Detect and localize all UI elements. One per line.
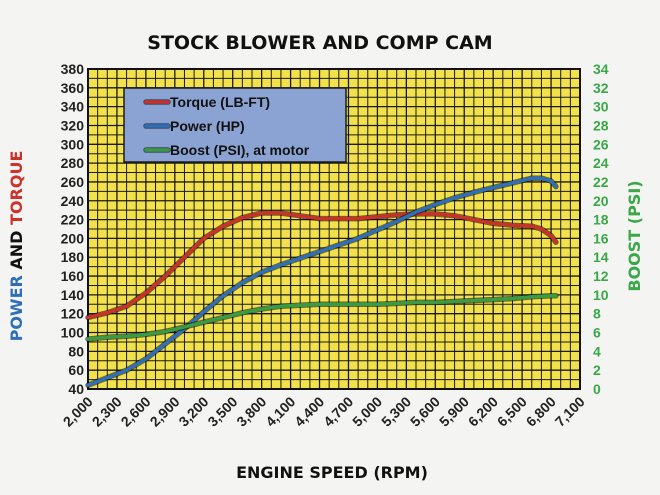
y-right-tick-label: 24	[593, 155, 609, 171]
y-left-tick-label: 60	[68, 362, 84, 378]
y-right-tick-label: 20	[593, 193, 609, 209]
y-right-tick-label: 22	[593, 174, 609, 190]
y-left-tick-label: 80	[68, 343, 84, 359]
y-left-tick-label: 380	[61, 61, 85, 77]
y-right-tick-label: 32	[593, 80, 609, 96]
x-tick-label: 6,200	[465, 393, 501, 429]
legend-label-2: Boost (PSI), at motor	[170, 142, 310, 158]
y-left-tick-label: 40	[68, 381, 84, 397]
y-right-tick-label: 30	[593, 99, 609, 115]
y-right-tick-label: 28	[593, 117, 609, 133]
y-right-tick-label: 0	[593, 381, 601, 397]
x-tick-label: 3,200	[175, 393, 211, 429]
y-left-tick-label: 240	[61, 193, 85, 209]
y-right-tick-label: 16	[593, 230, 609, 246]
x-tick-label: 5,300	[378, 393, 414, 429]
x-tick-label: 3,500	[204, 393, 240, 429]
x-tick-label: 6,500	[494, 393, 530, 429]
series-lines	[85, 175, 559, 388]
y-axis-left-label: POWER AND TORQUE	[7, 151, 26, 342]
x-tick-label: 4,700	[320, 393, 356, 429]
x-tick-label: 4,400	[291, 393, 327, 429]
x-tick-label: 5,600	[407, 393, 443, 429]
legend: Torque (LB-FT) Power (HP) Boost (PSI), at …	[123, 87, 347, 163]
y-axis-left-label-part-1: AND	[7, 225, 26, 275]
y-left-tick-label: 180	[61, 249, 85, 265]
series-line-2	[86, 293, 558, 341]
y-axis-right-label: BOOST (PSI)	[625, 180, 644, 291]
y-left-tick-label: 220	[61, 212, 85, 228]
x-tick-label: 5,000	[349, 393, 385, 429]
y-right-tick-label: 4	[593, 343, 601, 359]
legend-label-0: Torque (LB-FT)	[170, 94, 270, 110]
y-left-tick-label: 100	[61, 325, 85, 341]
series-line-0	[86, 211, 558, 320]
x-tick-label: 2,300	[89, 393, 125, 429]
y-left-tick-label: 160	[61, 268, 85, 284]
y-axis-left-label-part-0: POWER	[7, 275, 26, 341]
legend-label-1: Power (HP)	[170, 118, 245, 134]
y-right-tick-label: 8	[593, 306, 601, 322]
y-right-tick-label: 2	[593, 362, 601, 378]
x-tick-label: 2,000	[60, 393, 96, 429]
chart-title: STOCK BLOWER AND COMP CAM	[147, 32, 492, 54]
y-left-tick-label: 320	[61, 117, 85, 133]
y-right-tick-label: 34	[593, 61, 609, 77]
y-right-tick-label: 6	[593, 325, 601, 341]
y-left-tick-label: 340	[61, 99, 85, 115]
x-axis-label: ENGINE SPEED (RPM)	[236, 463, 428, 482]
y-left-tick-label: 360	[61, 80, 85, 96]
y-right-tick-label: 26	[593, 136, 609, 152]
y-left-tick-label: 300	[61, 136, 85, 152]
x-tick-label: 2,600	[118, 393, 154, 429]
y-axis-left-label-part-2: TORQUE	[7, 151, 26, 225]
y-left-tick-label: 140	[61, 287, 85, 303]
y-right-tick-label: 12	[593, 268, 609, 284]
x-tick-label: 5,900	[436, 393, 472, 429]
x-tick-label: 3,800	[233, 393, 269, 429]
y-left-tick-label: 280	[61, 155, 85, 171]
x-tick-label: 2,900	[147, 393, 183, 429]
y-right-tick-label: 18	[593, 212, 609, 228]
y-left-tick-label: 200	[61, 230, 85, 246]
y-left-tick-label: 260	[61, 174, 85, 190]
y-right-tick-label: 10	[593, 287, 609, 303]
y-right-tick-label: 14	[593, 249, 609, 265]
series-line-1	[86, 176, 558, 388]
x-tick-label: 7,100	[552, 393, 588, 429]
y-left-tick-label: 120	[61, 306, 85, 322]
x-tick-label: 4,100	[262, 393, 298, 429]
plot-frame	[87, 68, 581, 390]
x-tick-label: 6,800	[523, 393, 559, 429]
